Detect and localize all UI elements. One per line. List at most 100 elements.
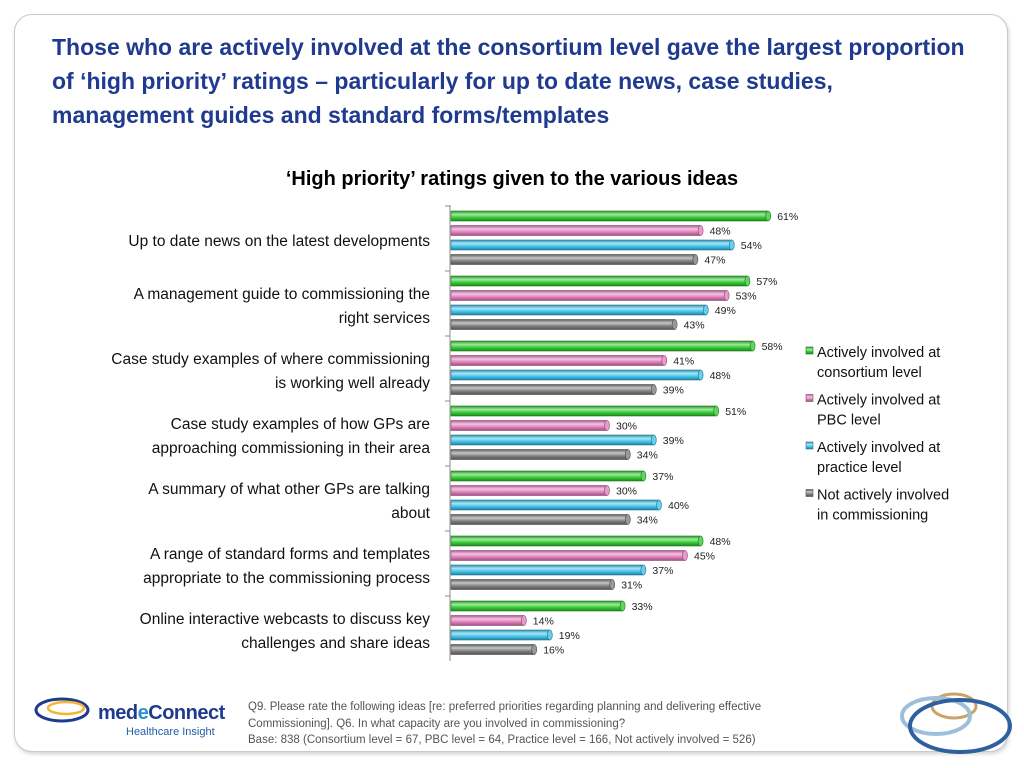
category-label-line: Case study examples of how GPs are — [171, 416, 430, 433]
legend-entry-line: Actively involved at — [817, 345, 940, 361]
bar — [450, 550, 686, 561]
legend-entry-line: practice level — [817, 460, 902, 476]
bar — [450, 369, 701, 381]
bar-end-cap — [713, 405, 720, 417]
bar-end-cap — [619, 600, 626, 612]
footnote-line: Commissioning]. Q6. In what capacity are… — [248, 717, 626, 730]
slide-title: Those who are actively involved at the c… — [52, 34, 965, 128]
value-label: 37% — [652, 471, 673, 483]
bar — [450, 579, 613, 590]
value-label: 30% — [616, 421, 637, 433]
category-label-line: Up to date news on the latest developmen… — [128, 233, 430, 250]
value-label: 57% — [756, 276, 777, 288]
category-label: A range of standard forms and templates a… — [143, 546, 430, 587]
value-label: 45% — [694, 551, 715, 563]
bar — [450, 319, 675, 330]
bar — [450, 239, 733, 251]
legend-swatch — [805, 394, 814, 402]
footnote-line: Q9. Please rate the following ideas [re:… — [248, 701, 762, 713]
category-label-line: is working well already — [275, 375, 430, 392]
value-label: 40% — [668, 500, 689, 512]
bar — [450, 405, 717, 417]
category-label: Online interactive webcasts to discuss k… — [140, 611, 431, 652]
bar-end-cap — [604, 485, 610, 496]
value-label: 34% — [637, 515, 658, 527]
bar — [450, 615, 525, 626]
category-label-line: approaching commissioning in their area — [152, 440, 431, 457]
value-label: 37% — [652, 565, 673, 577]
value-label: 16% — [543, 645, 564, 657]
legend-entry-line: PBC level — [817, 413, 881, 429]
bar — [450, 384, 655, 395]
bar — [450, 275, 748, 287]
bar-end-cap — [656, 499, 662, 511]
bar-end-cap — [640, 564, 647, 576]
value-label: 19% — [559, 630, 580, 642]
bar-end-cap — [624, 449, 631, 460]
category-label-line: A summary of what other GPs are talking — [148, 481, 430, 498]
value-label: 58% — [762, 341, 783, 353]
bar-end-cap — [650, 384, 657, 395]
value-label: 53% — [736, 291, 757, 303]
category-label-line: appropriate to the commissioning process — [143, 570, 430, 587]
bar-end-cap — [744, 275, 751, 287]
bar — [450, 304, 707, 316]
value-label: 31% — [621, 580, 642, 592]
bar-end-cap — [650, 434, 657, 446]
bar — [450, 629, 551, 641]
legend-entry-line: Actively involved at — [817, 440, 940, 456]
bar — [450, 564, 644, 576]
category-label-line: A management guide to commissioning the — [134, 286, 430, 303]
category-label: A management guide to commissioning the r… — [134, 286, 431, 327]
value-label: 49% — [715, 305, 736, 317]
bar — [450, 420, 608, 431]
bar-end-cap — [697, 535, 704, 547]
bar-end-cap — [702, 304, 709, 316]
bar — [450, 254, 696, 265]
category-label-line: Online interactive webcasts to discuss k… — [140, 611, 431, 628]
bar — [450, 499, 660, 511]
bar — [450, 514, 629, 525]
medeconnect-logo: medeConnect Healthcare Insight — [32, 692, 232, 744]
bar — [450, 600, 623, 612]
logo-wordmark-accent: e — [137, 702, 149, 724]
footnote-line: Base: 838 (Consortium level = 67, PBC le… — [248, 734, 756, 746]
logo-wordmark-part: Connect — [148, 702, 225, 724]
category-label-line: A range of standard forms and templates — [150, 546, 430, 563]
category-label: Up to date news on the latest developmen… — [128, 233, 430, 250]
value-label: 48% — [710, 226, 731, 238]
value-label: 48% — [710, 370, 731, 382]
bar — [450, 340, 753, 352]
category-label: Case study examples of where commissioni… — [111, 351, 430, 392]
category-label-line: challenges and share ideas — [241, 635, 430, 652]
bar-end-cap — [723, 290, 730, 301]
legend-entry: Actively involved at consortium level — [817, 345, 940, 381]
legend-entry: Actively involved at practice level — [817, 440, 940, 476]
bar-chart: ‘High priority’ ratings given to the var… — [111, 168, 949, 661]
value-label: 30% — [616, 486, 637, 498]
legend-swatch — [805, 441, 814, 450]
logo-subtitle: Healthcare Insight — [126, 726, 215, 738]
logo-wordmark-part: med — [98, 702, 138, 724]
bar — [450, 449, 629, 460]
bar-end-cap — [661, 355, 668, 366]
bar — [450, 485, 608, 496]
chart-legend: Actively involved at consortium levelActi… — [805, 345, 949, 524]
footnote: Q9. Please rate the following ideas [re:… — [248, 699, 868, 749]
bar-end-cap — [546, 629, 553, 641]
bar-end-cap — [728, 239, 735, 251]
value-label: 48% — [710, 536, 731, 548]
decorative-rings-icon — [900, 692, 1012, 754]
chart-title: ‘High priority’ ratings given to the var… — [286, 168, 738, 190]
bar — [450, 644, 535, 655]
value-label: 51% — [725, 406, 746, 418]
value-label: 47% — [704, 255, 725, 267]
bar — [450, 355, 665, 366]
bar-end-cap — [765, 210, 772, 222]
legend-entry: Actively involved at PBC level — [817, 393, 940, 429]
bar-end-cap — [671, 319, 678, 330]
category-label-line: about — [391, 505, 430, 522]
value-label: 14% — [533, 616, 554, 628]
bar — [450, 434, 655, 446]
value-label: 43% — [684, 320, 705, 332]
